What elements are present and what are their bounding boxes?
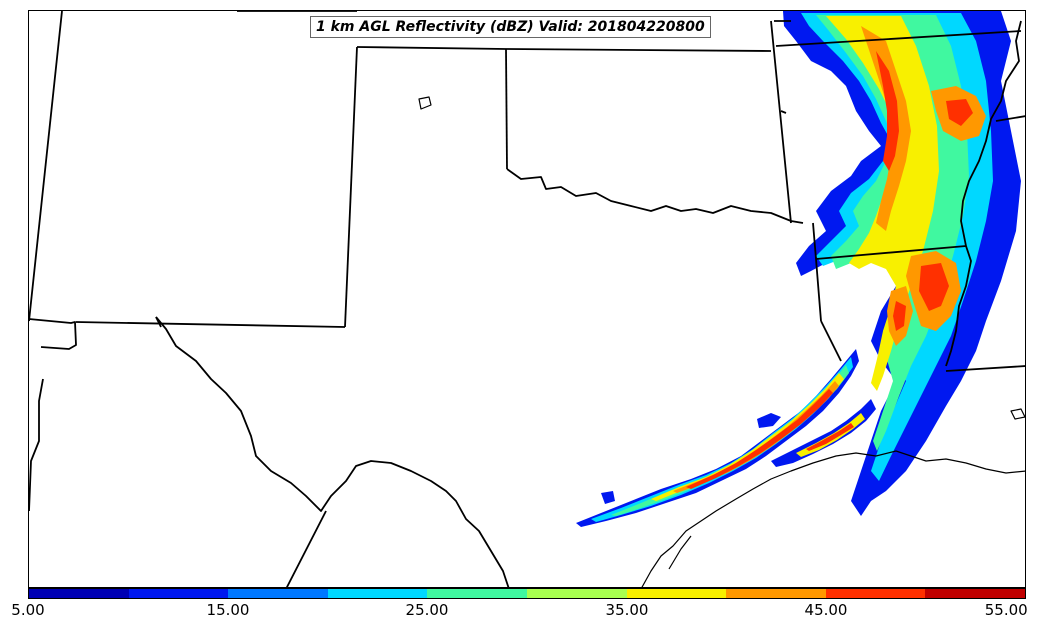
squall2-blue [771,399,876,467]
squall2-red [806,423,854,451]
reflectivity-map [29,11,1025,587]
border-tx-nm [344,46,358,328]
squall-orange [673,381,839,493]
border-ok-panhandle [505,48,508,170]
colorbar-bin [825,589,926,598]
colorbar-bin [29,589,129,598]
colorbar-tick-label: 45.00 [804,601,848,619]
colorbar-tick-label: 15.00 [206,601,250,619]
mississippi-river [945,20,1022,367]
echo-west-small-2 [757,413,781,428]
squall-blue [576,349,859,527]
colorbar-bin [128,589,229,598]
colorbar-tick-label: 5.00 [11,601,45,619]
border-mo-ar [780,110,787,114]
map-panel: 1 km AGL Reflectivity (dBZ) Valid: 20180… [28,10,1026,588]
colorbar-tick-label: 55.00 [984,601,1028,619]
colorbar-bin [925,589,1025,598]
squall-cyan [591,357,853,522]
map-title: 1 km AGL Reflectivity (dBZ) Valid: 20180… [310,16,711,38]
border-la-east [820,320,842,362]
echo-ne-orange [861,26,911,231]
colorbar [28,588,1026,599]
colorbar-bin [726,589,826,598]
lake-okla [418,96,432,110]
echo-ne-red [876,51,899,171]
border-ar-la [815,245,967,260]
squall-yellow [651,373,844,501]
radar-echoes-squall-line [576,349,876,527]
echo-mo-red [946,99,973,126]
colorbar-bin [228,589,328,598]
state-borders [29,11,1025,587]
colorbar-tick-label: 35.00 [605,601,649,619]
colorbar-tick-label: 25.00 [405,601,449,619]
colorbar-bin [626,589,727,598]
border-nm-south [29,318,77,350]
border-nm-az [29,11,63,322]
echo-ar-red2 [893,301,906,331]
border-nm-tx-south [75,321,346,328]
border-nm-tx-link [155,316,162,328]
border-ok-ks [356,46,772,52]
colorbar-bin [526,589,627,598]
border-ok-east [770,20,792,224]
radar-echoes-northeast [783,11,1021,516]
border-mo-south [775,30,1022,47]
la-bay [1010,408,1025,420]
colorbar-bin [327,589,428,598]
border-red-river [506,168,804,224]
rio-grande [155,316,510,587]
coastline [418,96,1025,587]
border-mex-1 [29,378,44,512]
coastal-islands [668,535,692,570]
border-tn-ms [995,115,1025,122]
echo-west-small [601,491,615,504]
border-ms-south [945,365,1025,372]
border-mex-2 [286,510,327,587]
colorbar-bin [427,589,527,598]
echo-ark-red [919,263,949,311]
gulf-coastline [641,450,1025,587]
